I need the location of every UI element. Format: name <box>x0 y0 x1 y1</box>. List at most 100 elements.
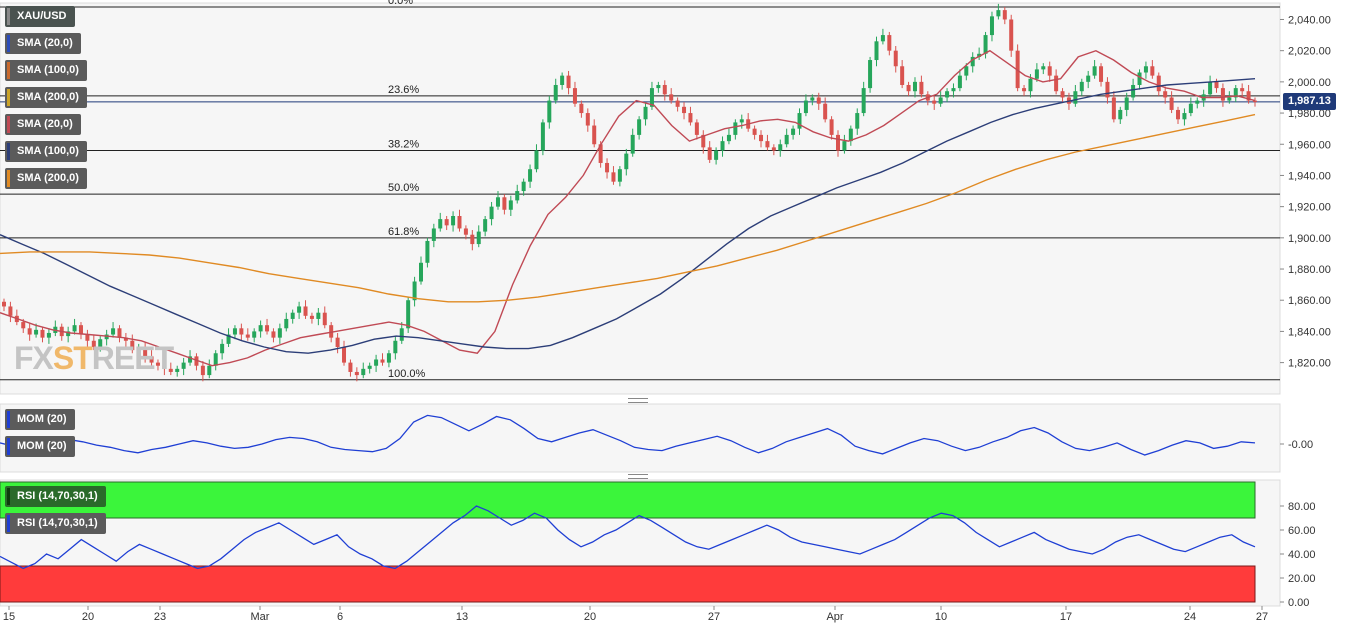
legend-swatch <box>7 143 10 160</box>
candle-body <box>688 113 693 123</box>
candle-body <box>579 103 584 114</box>
candle-body <box>265 325 270 332</box>
candle-body <box>342 347 347 363</box>
candle-body <box>694 122 699 135</box>
fibonacci-level-label: 61.8% <box>388 226 419 238</box>
candle-body <box>1047 66 1052 76</box>
candle-body <box>733 122 738 135</box>
candle-body <box>1073 91 1078 104</box>
momentum-legend-b[interactable]: MOM (20) <box>5 436 75 457</box>
candle-body <box>906 84 911 92</box>
indicator-legend-sma20-a[interactable]: SMA (20,0) <box>5 33 81 54</box>
legend-text: RSI (14,70,30,1) <box>17 517 98 529</box>
price-axis-label: 1,940.00 <box>1288 170 1331 182</box>
indicator-legend-sma100-b[interactable]: SMA (100,0) <box>5 141 87 162</box>
rsi-legend-b[interactable]: RSI (14,70,30,1) <box>5 513 106 534</box>
candle-body <box>547 100 552 123</box>
candle-body <box>880 35 885 42</box>
legend-text: MOM (20) <box>17 413 67 425</box>
candle-body <box>419 262 423 282</box>
x-axis-label: 20 <box>584 611 596 623</box>
candle-body <box>1131 84 1136 98</box>
candle-body <box>130 340 135 351</box>
price-axis-label: 1,840.00 <box>1288 326 1331 338</box>
candle-body <box>1079 81 1084 92</box>
candle-body <box>1041 66 1046 70</box>
candle-body <box>348 362 353 372</box>
candle-body <box>1086 75 1091 82</box>
candle-body <box>528 169 533 182</box>
candle-body <box>951 88 956 92</box>
symbol-label[interactable]: XAU/USD <box>5 6 75 27</box>
rsi-legend-a[interactable]: RSI (14,70,30,1) <box>5 486 106 507</box>
legend-text: SMA (100,0) <box>17 145 79 157</box>
candle-body <box>8 306 13 316</box>
candle-body <box>1176 109 1181 120</box>
candle-body <box>912 81 917 92</box>
rsi-line <box>0 505 1256 570</box>
candle-body <box>123 337 128 341</box>
indicator-legend-sma200-b[interactable]: SMA (200,0) <box>5 168 87 189</box>
legend-text: SMA (200,0) <box>17 91 79 103</box>
fibonacci-level-label: 50.0% <box>388 182 419 194</box>
candle-body <box>162 365 167 369</box>
candle-body <box>759 134 764 142</box>
candle-body <box>194 356 199 366</box>
candle-body <box>1124 97 1129 110</box>
candle-body <box>1118 109 1123 120</box>
rsi-axis-label: 20.00 <box>1288 573 1316 585</box>
candle-body <box>495 197 500 207</box>
rsi-axis-label: 0.00 <box>1288 597 1309 609</box>
momentum-legend-a[interactable]: MOM (20) <box>5 409 75 430</box>
candle-body <box>701 134 706 148</box>
legend-text: RSI (14,70,30,1) <box>17 490 98 502</box>
legend-swatch <box>7 438 10 455</box>
pane-resize-handle-rsi[interactable] <box>628 474 648 479</box>
candle-body <box>470 234 475 245</box>
legend-text: MOM (20) <box>17 440 67 452</box>
fibonacci-level-label: 38.2% <box>388 138 419 150</box>
candle-body <box>463 228 468 235</box>
candle-body <box>765 141 770 148</box>
indicator-legend-sma20-b[interactable]: SMA (20,0) <box>5 114 81 135</box>
candle-body <box>393 340 398 354</box>
legend-swatch <box>7 116 10 133</box>
candle-body <box>316 312 321 319</box>
price-axis-label: 1,920.00 <box>1288 202 1331 214</box>
candle-body <box>155 362 160 366</box>
candle-body <box>1137 72 1142 85</box>
legend-swatch <box>7 515 10 532</box>
candle-body <box>656 84 661 89</box>
candle-body <box>1150 66 1155 76</box>
indicator-legend-sma200-a[interactable]: SMA (200,0) <box>5 87 87 108</box>
candle-body <box>848 128 853 142</box>
candle-body <box>309 315 314 319</box>
candle-body <box>207 365 212 376</box>
candle-body <box>637 119 642 135</box>
candle-body <box>329 325 334 338</box>
candle-body <box>444 219 449 226</box>
pane-resize-handle-momentum[interactable] <box>628 398 648 403</box>
rsi-oversold-zone <box>0 565 1256 603</box>
candle-body <box>78 325 83 335</box>
legend-text: SMA (100,0) <box>17 64 79 76</box>
candle-body <box>374 359 379 366</box>
candle-body <box>200 365 205 376</box>
candles-group <box>2 3 1257 382</box>
candle-body <box>457 215 462 229</box>
candle-body <box>502 197 507 210</box>
legend-swatch <box>7 89 10 106</box>
candle-body <box>104 334 109 340</box>
candle-body <box>149 356 154 363</box>
main-pane-bg <box>0 2 1281 395</box>
indicator-legend-sma100-a[interactable]: SMA (100,0) <box>5 60 87 81</box>
candle-body <box>1002 10 1007 20</box>
candle-body <box>1143 66 1148 73</box>
x-axis-label: 24 <box>1184 611 1196 623</box>
candle-body <box>1163 91 1168 98</box>
candle-body <box>2 301 6 307</box>
x-axis-label: Mar <box>251 611 270 623</box>
candle-body <box>515 191 520 201</box>
candle-body <box>175 368 180 372</box>
